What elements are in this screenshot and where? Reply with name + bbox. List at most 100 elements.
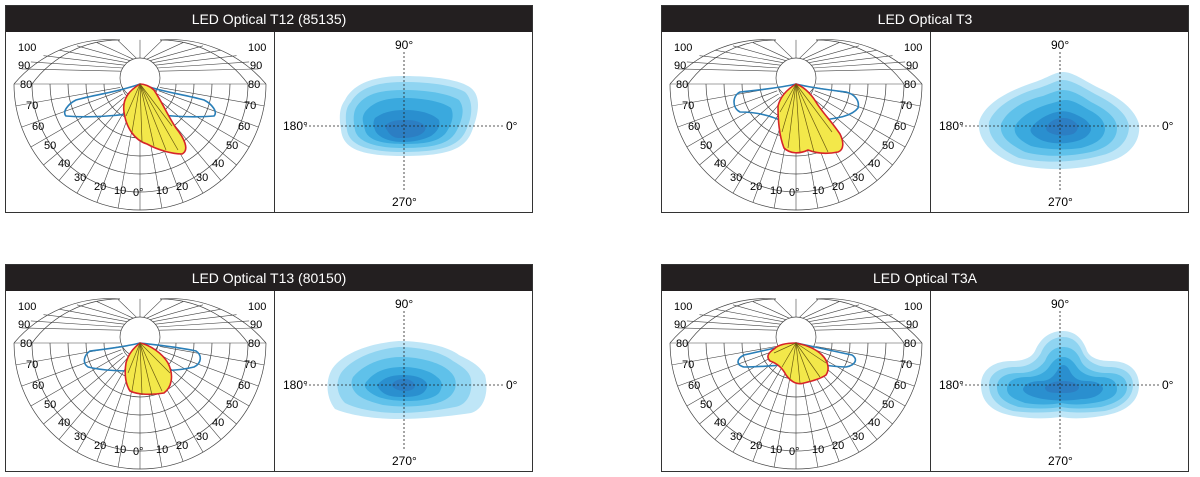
polar-label-60: 60 bbox=[32, 121, 44, 133]
polar-label-r20: 20 bbox=[176, 181, 188, 193]
beam-spokes bbox=[125, 83, 179, 151]
panel-title: LED Optical T12 (85135) bbox=[6, 6, 532, 32]
polar-grid-spoke bbox=[149, 304, 204, 320]
polar-grid-spoke bbox=[752, 42, 790, 60]
polar-diagram: 100 90 80 70 60 50 40 30 20 10 0° 10 20 … bbox=[669, 39, 923, 211]
polar-label-80: 80 bbox=[20, 338, 32, 350]
polar-label-r100: 100 bbox=[904, 42, 922, 54]
polar-label-30: 30 bbox=[730, 431, 742, 443]
polar-labels: 100 90 80 70 60 50 40 30 20 10 0° 10 20 … bbox=[18, 301, 266, 458]
polar-grid-spoke bbox=[813, 320, 906, 328]
polar-label-0: 0° bbox=[133, 187, 144, 199]
polar-label-90: 90 bbox=[674, 319, 686, 331]
polar-grid-spoke bbox=[814, 68, 915, 72]
polar-grid-ring bbox=[159, 298, 249, 344]
polar-grid-spoke bbox=[799, 299, 819, 318]
polar-grid-spoke bbox=[732, 304, 787, 320]
polar-grid-spoke bbox=[158, 90, 259, 128]
polar-label-60: 60 bbox=[688, 121, 700, 133]
polar-grid-spoke bbox=[146, 301, 184, 319]
isolux-contours bbox=[978, 72, 1140, 170]
polar-label-60: 60 bbox=[32, 380, 44, 392]
polar-label-r90: 90 bbox=[906, 319, 918, 331]
polar-label-40: 40 bbox=[58, 417, 70, 429]
yellow-beam-shape bbox=[124, 342, 173, 396]
polar-grid-ring bbox=[669, 39, 777, 85]
polar-label-0: 0° bbox=[133, 446, 144, 458]
polar-label-70: 70 bbox=[26, 359, 38, 371]
yellow-beam-shape bbox=[777, 83, 844, 155]
polar-grid-spoke bbox=[811, 96, 893, 166]
polar-labels: 100 90 80 70 60 50 40 30 20 10 0° 10 20 … bbox=[18, 42, 266, 199]
polar-grid-spoke bbox=[96, 42, 134, 60]
polar-grid-spoke bbox=[30, 93, 123, 148]
polar-label-80: 80 bbox=[676, 338, 688, 350]
polar-grid-spoke bbox=[699, 355, 781, 425]
polar-label-20: 20 bbox=[750, 440, 762, 452]
polar-label-r20: 20 bbox=[832, 181, 844, 193]
polar-label-100: 100 bbox=[18, 301, 36, 313]
polar-grid-spoke bbox=[699, 96, 781, 166]
beam-spokes bbox=[779, 83, 833, 153]
polar-label-r10: 10 bbox=[812, 444, 824, 456]
polar-grid-spoke bbox=[815, 346, 921, 366]
polar-label-60: 60 bbox=[688, 380, 700, 392]
polar-label-r80: 80 bbox=[904, 338, 916, 350]
photometric-panel: LED Optical T3A 100 90 80 70 60 50 40 30… bbox=[661, 264, 1189, 472]
polar-label-50: 50 bbox=[700, 399, 712, 411]
polar-grid-spoke bbox=[677, 327, 778, 331]
polar-label-80: 80 bbox=[676, 79, 688, 91]
photometric-panel: LED Optical T13 (80150) 100 90 80 70 60 … bbox=[5, 264, 533, 472]
polar-grid-spoke bbox=[814, 90, 915, 128]
polar-label-r30: 30 bbox=[196, 172, 208, 184]
polar-label-100: 100 bbox=[674, 42, 692, 54]
isolux-diagram: 90° 270° 180° 0° bbox=[283, 297, 518, 468]
polar-grid-spoke bbox=[686, 320, 779, 328]
polar-label-40: 40 bbox=[714, 417, 726, 429]
polar-label-r30: 30 bbox=[196, 431, 208, 443]
polar-grid-spoke bbox=[58, 358, 128, 440]
polar-label-100: 100 bbox=[18, 42, 36, 54]
polar-label-r50: 50 bbox=[226, 399, 238, 411]
polar-grid-spoke bbox=[15, 87, 121, 107]
polar-label-r10: 10 bbox=[156, 444, 168, 456]
polar-grid-spoke bbox=[21, 349, 122, 387]
polar-label-40: 40 bbox=[714, 158, 726, 170]
polar-label-r50: 50 bbox=[882, 140, 894, 152]
polar-grid-spoke bbox=[117, 40, 137, 59]
polar-label-r80: 80 bbox=[248, 79, 260, 91]
iso-label-bottom: 270° bbox=[392, 195, 417, 209]
polar-grid-spoke bbox=[157, 352, 250, 407]
polar-grid-spoke bbox=[732, 45, 787, 61]
polar-grid-spoke bbox=[76, 101, 131, 194]
polar-grid-spoke bbox=[155, 314, 237, 325]
polar-grid-spoke bbox=[677, 68, 778, 72]
polar-label-r20: 20 bbox=[832, 440, 844, 452]
polar-diagram: 100 90 80 70 60 50 40 30 20 10 0° 10 20 … bbox=[13, 298, 267, 470]
polar-label-r100: 100 bbox=[248, 42, 266, 54]
polar-label-r90: 90 bbox=[250, 319, 262, 331]
iso-label-top: 90° bbox=[395, 297, 413, 311]
polar-grid-spoke bbox=[802, 301, 840, 319]
polar-grid-ring bbox=[815, 298, 905, 344]
beam-spokes bbox=[127, 342, 171, 396]
polar-grid-ring bbox=[159, 39, 249, 85]
polar-grid-spoke bbox=[732, 360, 787, 453]
polar-grid-spoke bbox=[813, 352, 906, 407]
polar-grid-ring bbox=[13, 298, 121, 344]
polar-grid-ring bbox=[159, 298, 267, 344]
polar-label-r10: 10 bbox=[812, 185, 824, 197]
polar-grid-spoke bbox=[773, 40, 793, 59]
polar-grid bbox=[669, 39, 923, 211]
iso-label-bottom: 270° bbox=[392, 454, 417, 468]
panel-title: LED Optical T13 (80150) bbox=[6, 265, 532, 291]
polar-grid-spoke bbox=[58, 99, 128, 181]
polar-grid-spoke bbox=[30, 352, 123, 407]
polar-label-r70: 70 bbox=[244, 359, 256, 371]
polar-grid-spoke bbox=[158, 349, 259, 387]
polar-grid-spoke bbox=[732, 101, 787, 194]
polar-label-r20: 20 bbox=[176, 440, 188, 452]
polar-grid-spoke bbox=[752, 301, 790, 319]
polar-label-r30: 30 bbox=[852, 431, 864, 443]
polar-grid-spoke bbox=[30, 61, 123, 69]
